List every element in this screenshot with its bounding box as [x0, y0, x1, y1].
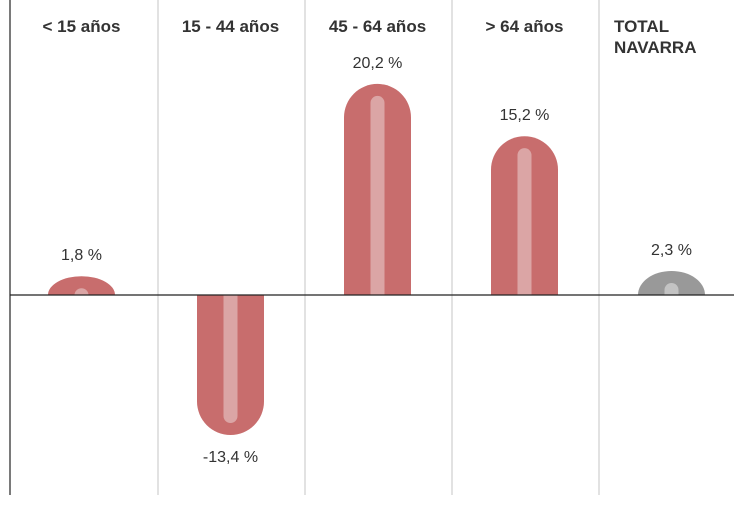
category-label-0: < 15 años — [43, 17, 121, 36]
category-label-2: 45 - 64 años — [329, 17, 426, 36]
bars — [48, 83, 705, 436]
bar-highlight-4 — [664, 282, 679, 295]
value-label-0: 1,8 % — [61, 247, 102, 264]
category-label-3: > 64 años — [486, 17, 564, 36]
category-label-line: 45 - 64 años — [329, 17, 426, 36]
category-label-line: > 64 años — [486, 17, 564, 36]
bar-highlight-2 — [370, 95, 385, 295]
bar-highlight-1 — [223, 295, 238, 424]
category-labels: < 15 años 15 - 44 años 45 - 64 años > 64 añ… — [43, 17, 697, 57]
column-dividers — [9, 0, 600, 495]
category-label-line: < 15 años — [43, 17, 121, 36]
bar-highlight-3 — [517, 148, 532, 295]
category-label-1: 15 - 44 años — [182, 17, 279, 36]
value-label-4: 2,3 % — [651, 242, 692, 259]
value-label-2: 20,2 % — [353, 55, 403, 72]
value-labels: 1,8 % -13,4 % 20,2 % 15,2 % 2,3 % — [61, 55, 692, 466]
bar-0 — [48, 276, 115, 295]
category-label-line: NAVARRA — [614, 38, 696, 57]
value-label-3: 15,2 % — [500, 107, 550, 124]
category-label-line: TOTAL — [614, 17, 669, 36]
value-label-1: -13,4 % — [203, 449, 258, 466]
category-label-line: 15 - 44 años — [182, 17, 279, 36]
bar-highlight-0 — [74, 288, 89, 296]
category-label-4: TOTAL NAVARRA — [614, 17, 696, 57]
